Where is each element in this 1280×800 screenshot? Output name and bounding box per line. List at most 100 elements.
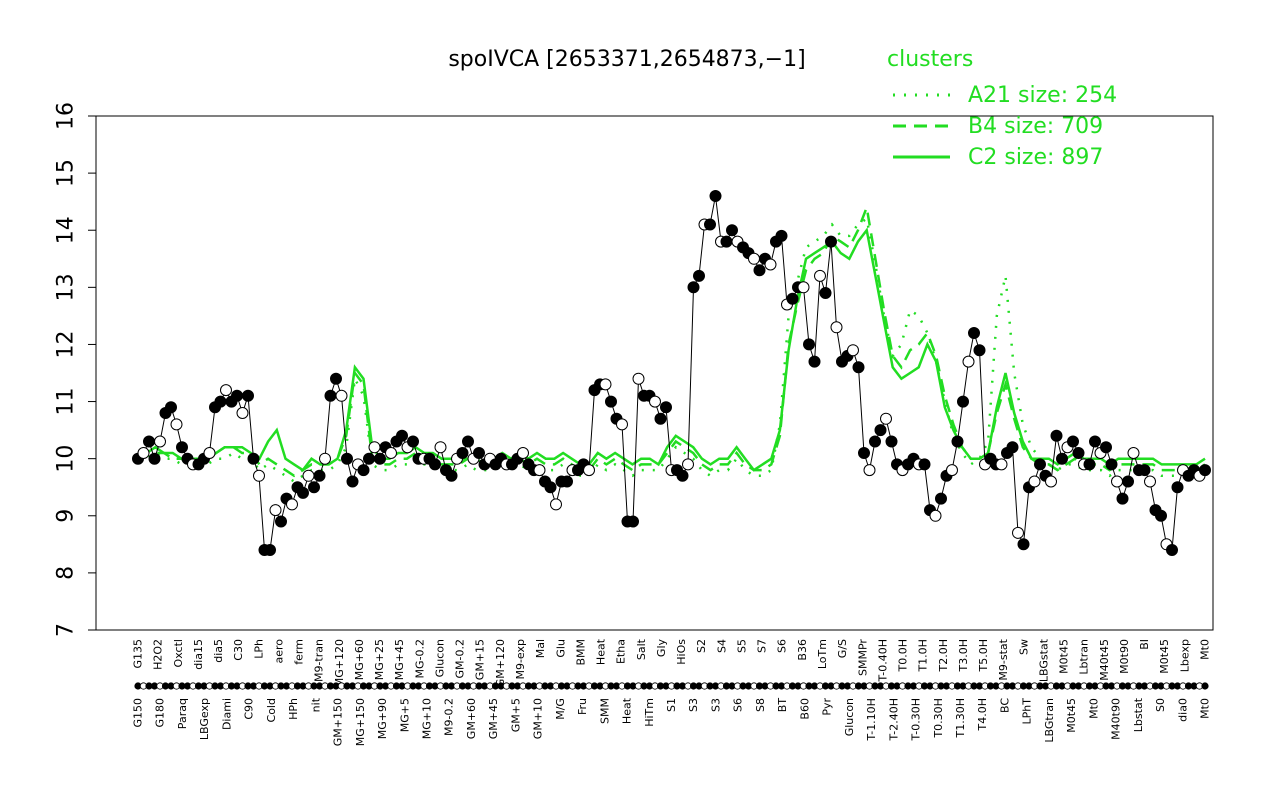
cluster-line-dashed [137, 202, 1206, 478]
data-point [1056, 452, 1068, 465]
data-point [407, 435, 419, 448]
x-tick-label: HPh [287, 698, 300, 720]
x-tick-label: S5 [736, 639, 749, 653]
x-tick-label: H2O2 [152, 639, 165, 670]
data-point [1105, 458, 1118, 471]
x-tick-label: Heat [595, 638, 608, 665]
x-tick-label: M0t90 [1118, 639, 1131, 674]
x-tick-label: MG+120 [333, 639, 346, 687]
x-tick-label: M0t45 [1158, 639, 1171, 674]
x-tick-label: Mt0 [1199, 698, 1212, 719]
x-tick-label: MG+5 [398, 698, 411, 732]
x-tick-label: LoTm [816, 639, 829, 669]
data-point [269, 504, 282, 517]
x-tick-label: SMMPr [856, 639, 869, 676]
sample-line [137, 195, 1206, 552]
x-tick-label: dia0 [1176, 698, 1189, 722]
data-point [165, 401, 177, 414]
x-tick-label: BI [1138, 639, 1151, 650]
x-tick-label: T5.0H [977, 639, 990, 672]
data-point [357, 464, 370, 477]
x-tick-label: T-0.30H [910, 698, 923, 741]
data-point [143, 435, 155, 448]
data-point [632, 372, 645, 385]
data-point [885, 435, 898, 448]
x-tick-label: M0t45 [1065, 698, 1078, 733]
y-tick-label: 14 [54, 216, 79, 244]
x-tick-label: aero [272, 639, 285, 664]
data-point [660, 401, 672, 414]
x-tick-label: HiOs [675, 639, 688, 665]
x-tick-label: C30 [232, 639, 245, 661]
data-point [264, 544, 276, 556]
data-point [253, 469, 265, 482]
x-tick-label: GM+5 [509, 698, 522, 732]
x-tick-label: Mal [534, 639, 547, 658]
data-point [808, 355, 821, 368]
data-point [819, 287, 832, 299]
data-point [869, 435, 881, 448]
x-tick-label: Heat [621, 697, 634, 724]
x-tick-label: S4 [715, 639, 728, 653]
data-point [720, 235, 733, 248]
y-tick-label: 13 [54, 273, 79, 301]
data-point [170, 418, 183, 431]
data-point [786, 292, 799, 305]
data-point [231, 389, 243, 402]
data-point [929, 509, 942, 522]
data-point [583, 464, 595, 477]
data-point [748, 252, 760, 265]
x-tick-label: Glucon [843, 698, 856, 736]
x-tick-label: M9-0.2 [443, 698, 456, 736]
x-tick-label: Diami [220, 698, 233, 730]
data-point [968, 327, 980, 339]
data-point [308, 481, 320, 494]
data-point [220, 384, 232, 397]
cluster-lines [137, 202, 1206, 483]
x-tick-label: MG+25 [373, 639, 386, 680]
x-tick-label: M40t90 [1110, 698, 1123, 740]
x-tick-label: LBGexp [198, 698, 211, 740]
data-point [649, 395, 661, 408]
data-point [676, 469, 689, 482]
data-point [533, 464, 546, 477]
data-point [847, 344, 859, 357]
x-tick-label: C90 [243, 698, 256, 720]
x-tick-label: Gly [655, 638, 668, 657]
data-point [1072, 447, 1085, 459]
x-tick-label: Lbstat [1132, 697, 1145, 732]
x-tick-label: T-2.40H [887, 698, 900, 741]
x-tick-label: MG-0.2 [413, 639, 426, 678]
data-point [918, 458, 931, 471]
x-tick-label: GM+10 [532, 698, 545, 739]
data-point [775, 229, 788, 242]
x-tick-label: S1 [665, 698, 678, 712]
data-point [704, 218, 716, 231]
data-point [242, 389, 254, 402]
data-point [874, 424, 887, 437]
x-tick-labels: G135 H2O2 Oxctl dia15 dia5 C30 LPh aero ferm M9-t… [132, 638, 1212, 746]
y-tick-label: 11 [54, 388, 79, 416]
data-point [1006, 441, 1019, 454]
data-point [236, 407, 249, 419]
x-tick-label: Mt0 [1199, 639, 1212, 660]
data-point [203, 447, 216, 459]
x-tick-label: MG+60 [353, 639, 366, 680]
data-point [1089, 435, 1101, 448]
x-tick-label: SMM [598, 698, 611, 724]
data-point [693, 269, 705, 282]
y-tick-label: 8 [54, 566, 79, 580]
x-tick-label: Glucon [434, 639, 447, 677]
x-tick-label: Cold [265, 698, 278, 722]
x-tick-label: nit [309, 697, 322, 712]
data-point [456, 447, 469, 459]
data-point [1083, 458, 1096, 471]
data-point [797, 281, 810, 294]
data-point [1116, 492, 1129, 505]
data-point [599, 378, 612, 391]
data-point [1144, 475, 1156, 488]
data-point [363, 452, 375, 465]
x-tick-label: G/S [836, 639, 849, 658]
data-point [434, 441, 447, 454]
